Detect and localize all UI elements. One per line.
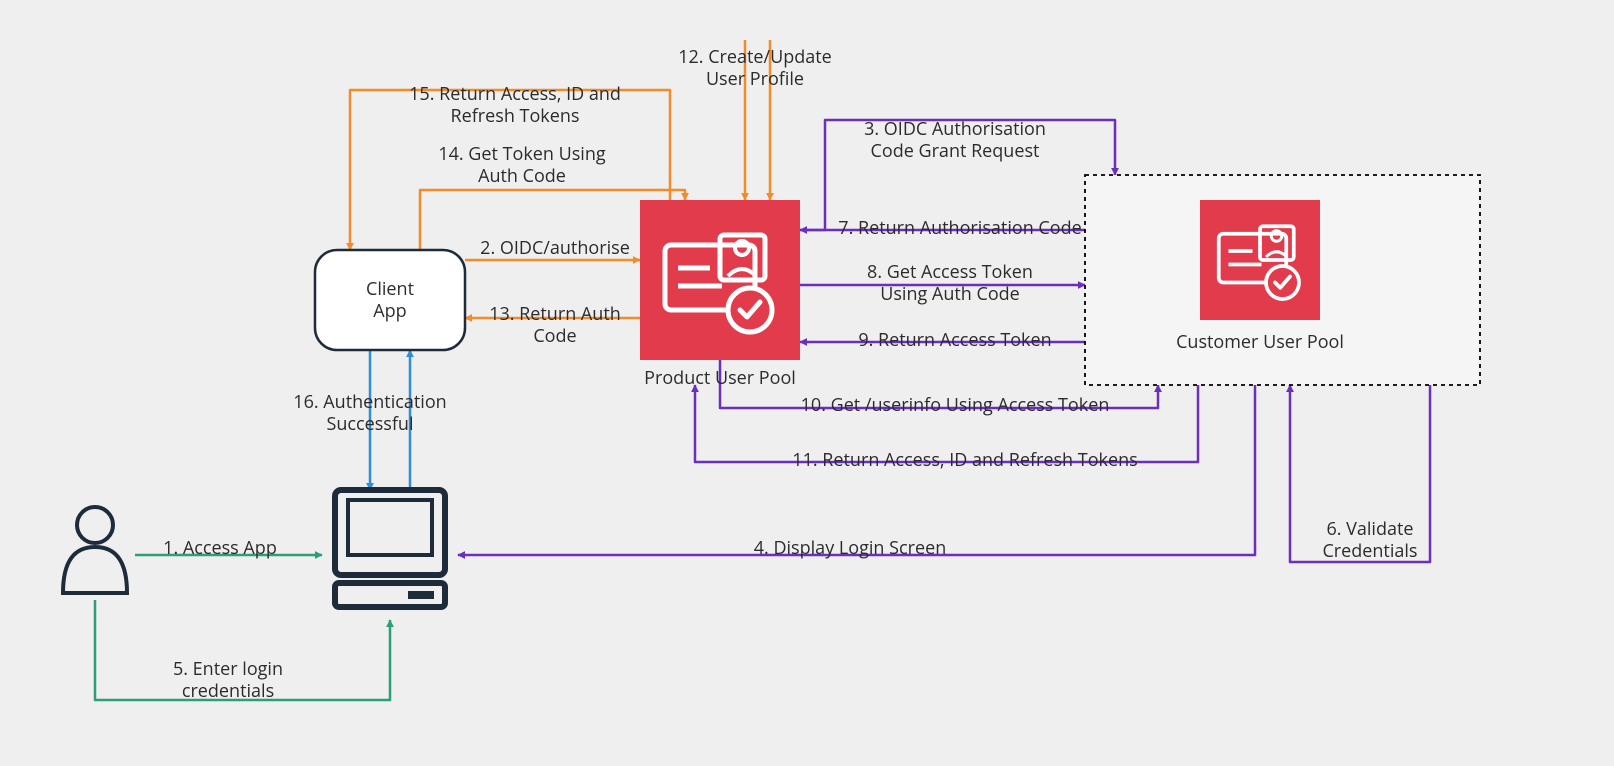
client-app-label: Client App [366, 278, 414, 323]
edge-label-16: 16. Authentication Successful [293, 391, 446, 436]
edge-label-15: 15. Return Access, ID and Refresh Tokens [409, 83, 621, 128]
cognito-tile [1200, 200, 1320, 320]
cognito-tile [640, 200, 800, 360]
edge-label-7: 7. Return Authorisation Code [838, 217, 1081, 240]
edge-label-6: 6. Validate Credentials [1322, 518, 1417, 563]
edge-label-8: 8. Get Access Token Using Auth Code [867, 261, 1033, 306]
edge-label-10: 10. Get /userinfo Using Access Token [801, 394, 1110, 417]
edge-label-4: 4. Display Login Screen [754, 537, 947, 560]
edge-label-13: 13. Return Auth Code [489, 303, 621, 348]
edge-label-3: 3. OIDC Authorisation Code Grant Request [864, 118, 1046, 163]
user-icon [63, 507, 127, 593]
edge-label-12: 12. Create/Update User Profile [678, 46, 832, 91]
customer-pool-label: Customer User Pool [1176, 331, 1344, 354]
svg-layer [0, 0, 1614, 766]
edge-label-5: 5. Enter login credentials [173, 658, 283, 703]
edge-label-1: 1. Access App [163, 537, 277, 560]
edge-label-11: 11. Return Access, ID and Refresh Tokens [792, 449, 1137, 472]
product-pool-label: Product User Pool [644, 367, 796, 390]
edge-label-2: 2. OIDC/authorise [480, 237, 630, 260]
diagram-canvas: 1. Access App 5. Enter login credentials 1… [0, 0, 1614, 766]
computer-icon [335, 490, 445, 607]
edge-label-9: 9. Return Access Token [858, 329, 1051, 352]
edge-label-14: 14. Get Token Using Auth Code [438, 143, 605, 188]
